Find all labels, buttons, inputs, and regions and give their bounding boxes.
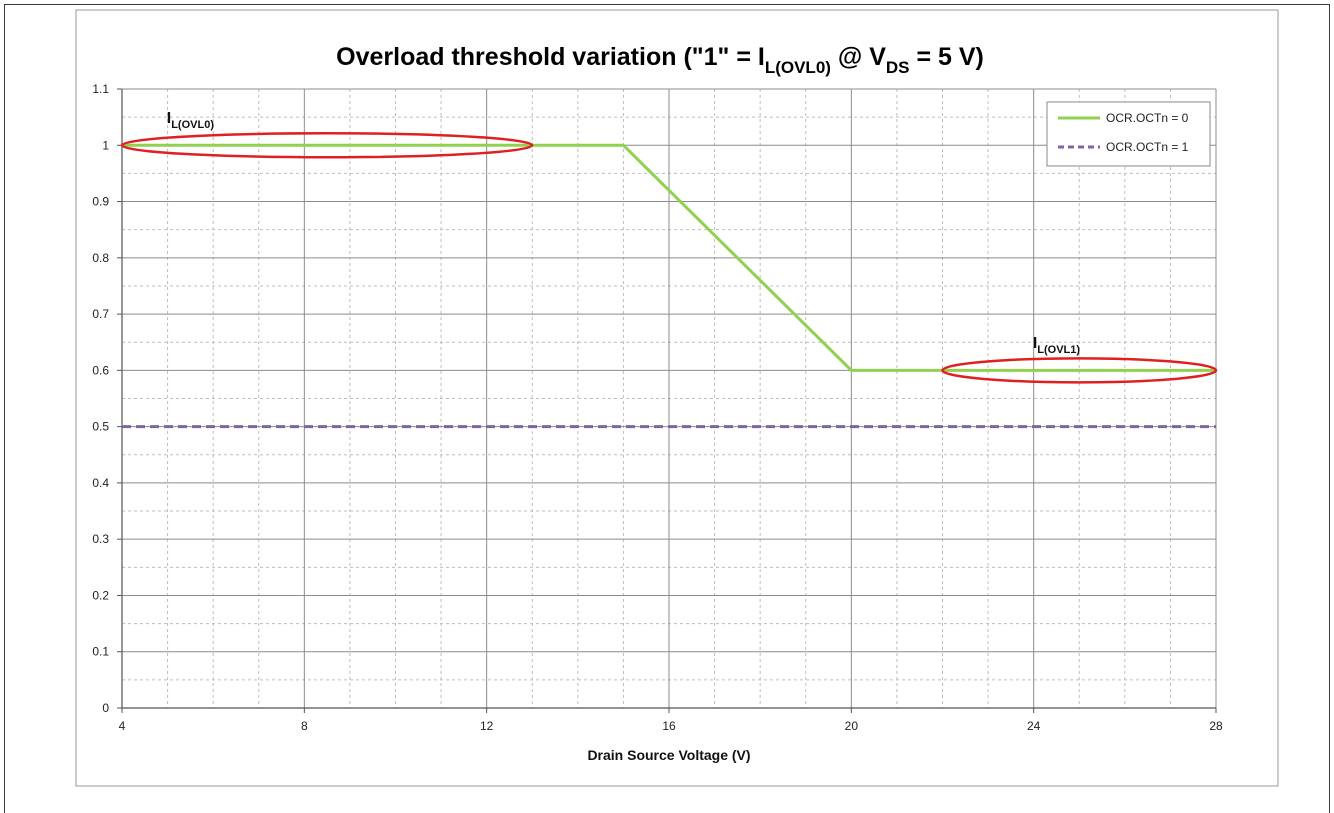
x-tick-label-20: 20 — [845, 719, 859, 733]
y-tick-label-0-2: 0.2 — [92, 588, 109, 602]
y-tick-label-1-1: 1.1 — [92, 82, 109, 96]
y-tick-label-0-8: 0.8 — [92, 251, 109, 265]
x-tick-label-8: 8 — [301, 719, 308, 733]
y-tick-label-0-9: 0.9 — [92, 195, 109, 209]
y-tick-labels: 0 0.1 0.2 0.3 0.4 0.5 0.6 0.7 0.8 0.9 1 1.1 — [92, 82, 109, 715]
y-tick-label-0-4: 0.4 — [92, 476, 109, 490]
annotations: IL(OVL0) IL(OVL1) — [167, 110, 1081, 356]
x-tick-label-12: 12 — [480, 719, 494, 733]
annotation-il-ovl1: IL(OVL1) — [1033, 335, 1081, 356]
y-tick-label-0-3: 0.3 — [92, 532, 109, 546]
legend: OCR.OCTn = 0 OCR.OCTn = 1 — [1046, 101, 1211, 167]
x-tick-label-24: 24 — [1027, 719, 1041, 733]
series-line-ocr-octn-0 — [122, 143, 1216, 372]
y-tick-label-0-5: 0.5 — [92, 420, 109, 434]
x-tick-label-4: 4 — [119, 719, 126, 733]
legend-label-ocr-octn-0: OCR.OCTn = 0 — [1106, 111, 1189, 125]
x-axis-title: Drain Source Voltage (V) — [587, 747, 750, 763]
axes — [117, 88, 1217, 713]
highlight-ellipse-2 — [941, 357, 1218, 384]
x-tick-label-28: 28 — [1209, 719, 1223, 733]
y-tick-label-0-1: 0.1 — [92, 645, 109, 659]
legend-box — [1046, 101, 1211, 167]
x-tick-labels: 4 8 12 16 20 24 28 — [119, 719, 1223, 733]
annotation-il-ovl0: IL(OVL0) — [167, 110, 215, 131]
y-tick-label-1: 1 — [102, 138, 109, 152]
series — [122, 143, 1216, 429]
chart-title: Overload threshold variation ("1" = IL(O… — [336, 43, 984, 77]
page-frame — [4, 4, 1330, 813]
y-tick-label-0: 0 — [102, 701, 109, 715]
legend-label-ocr-octn-1: OCR.OCTn = 1 — [1106, 140, 1189, 154]
highlight-ellipses — [120, 132, 1218, 384]
x-tick-label-16: 16 — [662, 719, 676, 733]
y-tick-label-0-6: 0.6 — [92, 363, 109, 377]
y-tick-label-0-7: 0.7 — [92, 307, 109, 321]
highlight-ellipse-1 — [120, 132, 534, 159]
